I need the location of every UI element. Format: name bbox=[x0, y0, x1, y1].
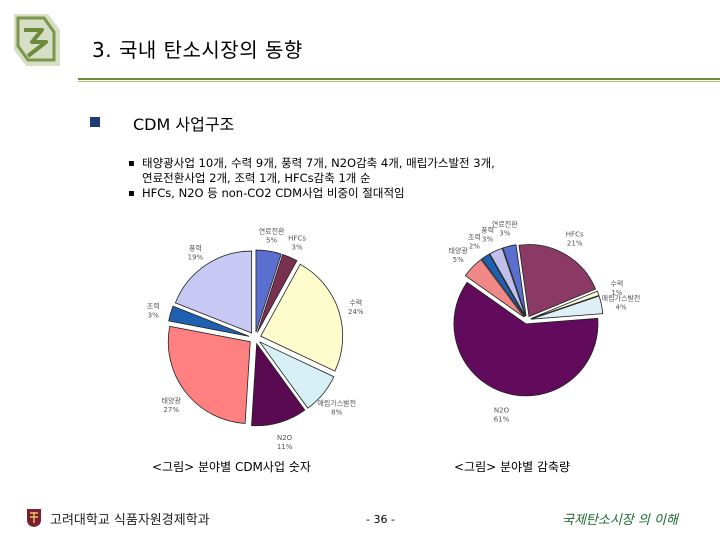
pie2-slice-1 bbox=[530, 290, 600, 319]
pie2-label-1: 수력 1% bbox=[610, 280, 623, 297]
pie1-label-3: 매립가스발전 8% bbox=[317, 399, 356, 417]
pie1-label-0: 연료전환 5% bbox=[259, 226, 285, 244]
bullet-text-3: HFCs, N2O 등 non-CO2 CDM사업 비중이 절대적임 bbox=[142, 186, 405, 200]
pie1-label-6: 조력 3% bbox=[147, 302, 160, 319]
pie2-label-5: 조력 2% bbox=[468, 234, 481, 251]
pie1-slice-6 bbox=[168, 305, 250, 337]
bullet-text-1: 태양광사업 10개, 수력 9개, 풍력 7개, N2O감축 4개, 매립가스발… bbox=[142, 156, 495, 170]
bullet-list: 태양광사업 10개, 수력 9개, 풍력 7개, N2O감축 4개, 매립가스발… bbox=[128, 156, 688, 201]
pie2-label-0: HFCs 21% bbox=[566, 231, 584, 248]
pie1-label-5: 태양광 27% bbox=[162, 397, 182, 414]
pie1-label-4: N2O 11% bbox=[277, 434, 293, 451]
crest-icon bbox=[27, 509, 41, 527]
pie1-label-7: 풍력 19% bbox=[188, 244, 204, 261]
footer-left-text: 고려대학교 식품자원경제학과 bbox=[50, 512, 210, 528]
title-divider bbox=[78, 78, 720, 80]
bullet-item: HFCs, N2O 등 non-CO2 CDM사업 비중이 절대적임 bbox=[128, 186, 688, 201]
bullet-text-2: 연료전환사업 2개, 조력 1개, HFCs감축 1개 순 bbox=[142, 171, 371, 185]
page-number: - 36 - bbox=[366, 513, 395, 526]
pie2-label-6: 풍력 3% bbox=[481, 226, 494, 243]
pie2-slice-2 bbox=[530, 295, 604, 320]
logo-icon bbox=[8, 8, 66, 72]
section-bullet bbox=[90, 117, 100, 127]
pie2-slice-7 bbox=[502, 244, 527, 317]
pie2-label-7: 연료전환 3% bbox=[492, 220, 518, 238]
pie2-label-4: 태양광 5% bbox=[449, 247, 469, 264]
left-chart-caption: <그림> 분야별 CDM사업 숫자 bbox=[152, 460, 311, 474]
pie1-slice-1 bbox=[257, 254, 298, 333]
pie1-slice-2 bbox=[260, 263, 344, 372]
pie2-slice-4 bbox=[464, 258, 525, 318]
pie2-slice-5 bbox=[481, 253, 526, 317]
pie2-label-3: N2O 61% bbox=[494, 407, 510, 424]
right-chart-caption: <그림> 분야별 감축량 bbox=[454, 460, 571, 474]
pie1-label-2: 수력 24% bbox=[348, 299, 364, 316]
section-title: CDM 사업구조 bbox=[133, 115, 235, 134]
pie2-slice-0 bbox=[518, 244, 597, 318]
pie1-slice-7 bbox=[174, 250, 253, 334]
pie2-label-2: 매립가스발전 4% bbox=[602, 294, 641, 312]
pie1-slice-5 bbox=[167, 325, 251, 424]
pie1-slice-3 bbox=[259, 341, 335, 409]
title-divider-thin bbox=[78, 81, 720, 82]
pie1-label-1: HFCs 3% bbox=[288, 235, 306, 252]
footer-university: 고려대학교 식품자원경제학과 bbox=[26, 508, 210, 528]
page-title: 3. 국내 탄소시장의 동향 bbox=[92, 38, 303, 62]
pie2-slice-3 bbox=[453, 281, 599, 397]
pie1-slice-4 bbox=[251, 342, 306, 427]
footer-right-text: 국제탄소시장 의 이해 bbox=[562, 513, 678, 528]
pie1-slice-0 bbox=[255, 249, 282, 333]
bullet-item: 태양광사업 10개, 수력 9개, 풍력 7개, N2O감축 4개, 매립가스발… bbox=[128, 156, 688, 186]
pie2-slice-6 bbox=[489, 247, 526, 317]
